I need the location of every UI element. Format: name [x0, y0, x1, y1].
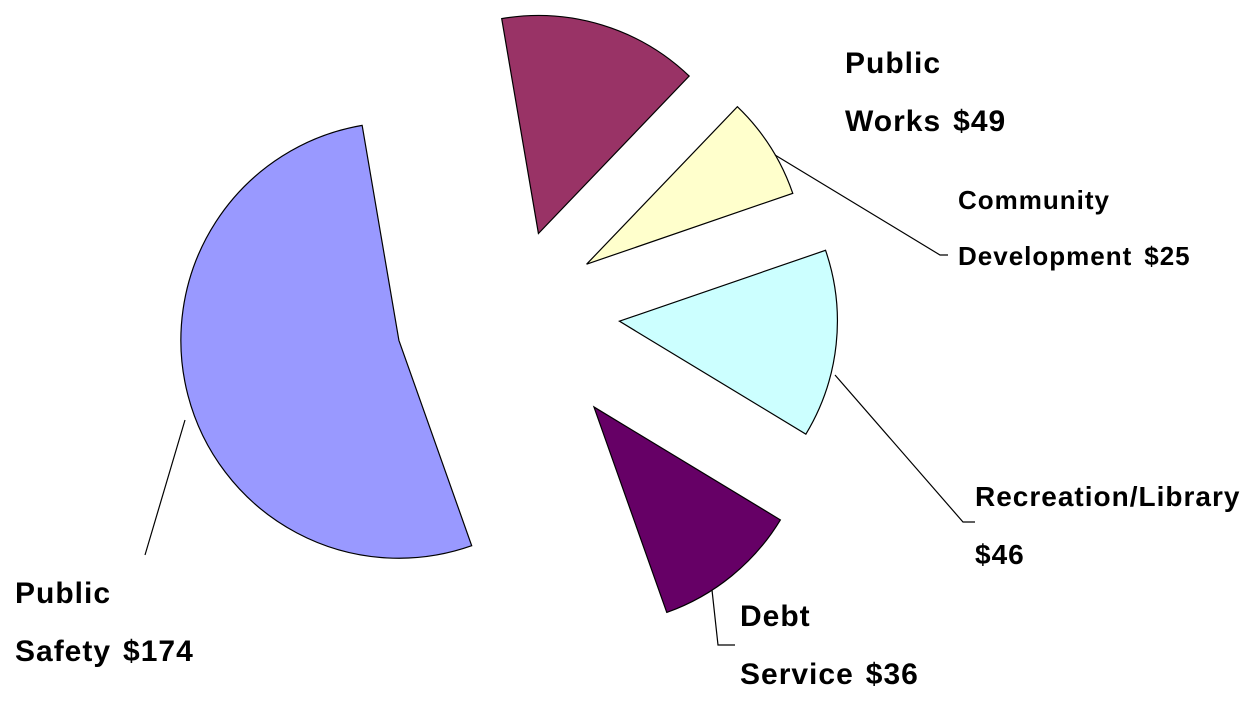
pie-slice: [501, 14, 691, 235]
leader-line: [711, 589, 735, 646]
pie-slice: [180, 124, 473, 559]
leader-line: [834, 374, 975, 523]
slice-label: Debt Service $36: [740, 588, 1000, 704]
slice-label: Recreation/Library $46: [975, 468, 1253, 584]
slices: [180, 14, 839, 614]
value-label: $46: [975, 539, 1025, 570]
leader-line: [144, 419, 186, 556]
pie-slice: [592, 405, 782, 614]
category-label: Debt Service: [740, 600, 854, 691]
category-label: Public Works: [845, 47, 942, 138]
value-label: $36: [865, 658, 919, 691]
leader-line: [774, 154, 948, 256]
pie-slice: [586, 105, 794, 265]
category-label: Recreation/Library: [975, 481, 1241, 512]
value-label: $25: [1144, 241, 1191, 271]
category-label: Public Safety: [15, 577, 112, 668]
value-label: $49: [953, 105, 1007, 138]
value-label: $174: [123, 635, 194, 668]
pie-slice: [617, 249, 839, 435]
slice-label: Public Safety $174: [15, 565, 275, 681]
slice-label: Public Works $49: [845, 35, 1095, 151]
category-label: Community Development: [958, 185, 1133, 271]
slice-label: Community Development $25: [958, 172, 1191, 284]
